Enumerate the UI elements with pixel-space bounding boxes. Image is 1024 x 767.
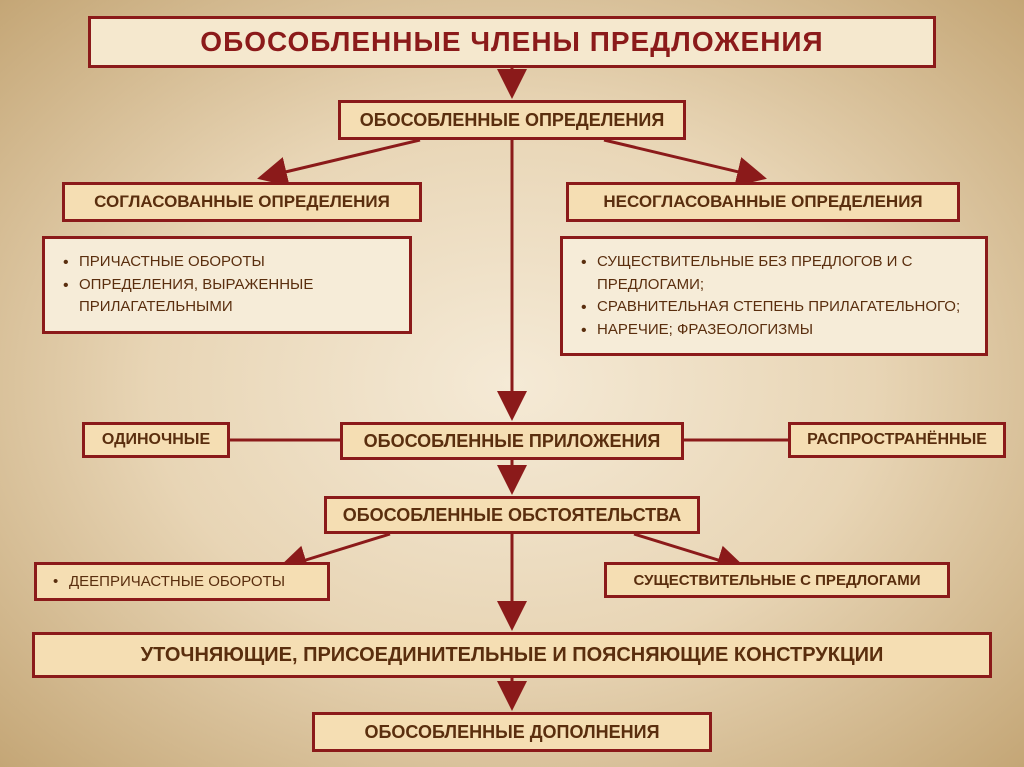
list-item: ДЕЕПРИЧАСТНЫЕ ОБОРОТЫ	[51, 573, 313, 590]
level3-right: СУЩЕСТВИТЕЛЬНЫЕ С ПРЕДЛОГАМИ	[604, 562, 950, 598]
branch-left-header-text: СОГЛАСОВАННЫЕ ОПРЕДЕЛЕНИЯ	[94, 192, 390, 212]
title-box: ОБОСОБЛЕННЫЕ ЧЛЕНЫ ПРЕДЛОЖЕНИЯ	[88, 16, 936, 68]
level2-right-text: РАСПРОСТРАНЁННЫЕ	[807, 431, 987, 449]
level2-center: ОБОСОБЛЕННЫЕ ПРИЛОЖЕНИЯ	[340, 422, 684, 460]
level2-left-text: ОДИНОЧНЫЕ	[102, 431, 210, 449]
level3-left-list: ДЕЕПРИЧАСТНЫЕ ОБОРОТЫ	[34, 562, 330, 601]
branch-left-header: СОГЛАСОВАННЫЕ ОПРЕДЕЛЕНИЯ	[62, 182, 422, 222]
list-item: НАРЕЧИЕ; ФРАЗЕОЛОГИЗМЫ	[579, 319, 969, 342]
branch-left-list: ПРИЧАСТНЫЕ ОБОРОТЫ ОПРЕДЕЛЕНИЯ, ВЫРАЖЕНН…	[42, 236, 412, 334]
level1-box: ОБОСОБЛЕННЫЕ ОПРЕДЕЛЕНИЯ	[338, 100, 686, 140]
level5-box: ОБОСОБЛЕННЫЕ ДОПОЛНЕНИЯ	[312, 712, 712, 752]
level2-right: РАСПРОСТРАНЁННЫЕ	[788, 422, 1006, 458]
list-item: ПРИЧАСТНЫЕ ОБОРОТЫ	[61, 251, 393, 274]
branch-right-header: НЕСОГЛАСОВАННЫЕ ОПРЕДЕЛЕНИЯ	[566, 182, 960, 222]
level5-text: ОБОСОБЛЕННЫЕ ДОПОЛНЕНИЯ	[364, 722, 659, 743]
list-item: ОПРЕДЕЛЕНИЯ, ВЫРАЖЕННЫЕ ПРИЛАГАТЕЛЬНЫМИ	[61, 274, 393, 319]
level3-center-text: ОБОСОБЛЕННЫЕ ОБСТОЯТЕЛЬСТВА	[343, 505, 682, 526]
list-item: СРАВНИТЕЛЬНАЯ СТЕПЕНЬ ПРИЛАГАТЕЛЬНОГО;	[579, 296, 969, 319]
level3-right-text: СУЩЕСТВИТЕЛЬНЫЕ С ПРЕДЛОГАМИ	[634, 572, 921, 589]
title-text: ОБОСОБЛЕННЫЕ ЧЛЕНЫ ПРЕДЛОЖЕНИЯ	[200, 26, 823, 58]
level3-center: ОБОСОБЛЕННЫЕ ОБСТОЯТЕЛЬСТВА	[324, 496, 700, 534]
list-item: СУЩЕСТВИТЕЛЬНЫЕ БЕЗ ПРЕДЛОГОВ И С ПРЕДЛО…	[579, 251, 969, 296]
level1-text: ОБОСОБЛЕННЫЕ ОПРЕДЕЛЕНИЯ	[360, 110, 665, 131]
level2-left: ОДИНОЧНЫЕ	[82, 422, 230, 458]
level4-text: УТОЧНЯЮЩИЕ, ПРИСОЕДИНИТЕЛЬНЫЕ И ПОЯСНЯЮЩ…	[141, 644, 884, 667]
branch-right-list: СУЩЕСТВИТЕЛЬНЫЕ БЕЗ ПРЕДЛОГОВ И С ПРЕДЛО…	[560, 236, 988, 356]
branch-right-header-text: НЕСОГЛАСОВАННЫЕ ОПРЕДЕЛЕНИЯ	[603, 192, 922, 212]
level4-box: УТОЧНЯЮЩИЕ, ПРИСОЕДИНИТЕЛЬНЫЕ И ПОЯСНЯЮЩ…	[32, 632, 992, 678]
level2-center-text: ОБОСОБЛЕННЫЕ ПРИЛОЖЕНИЯ	[364, 431, 661, 452]
